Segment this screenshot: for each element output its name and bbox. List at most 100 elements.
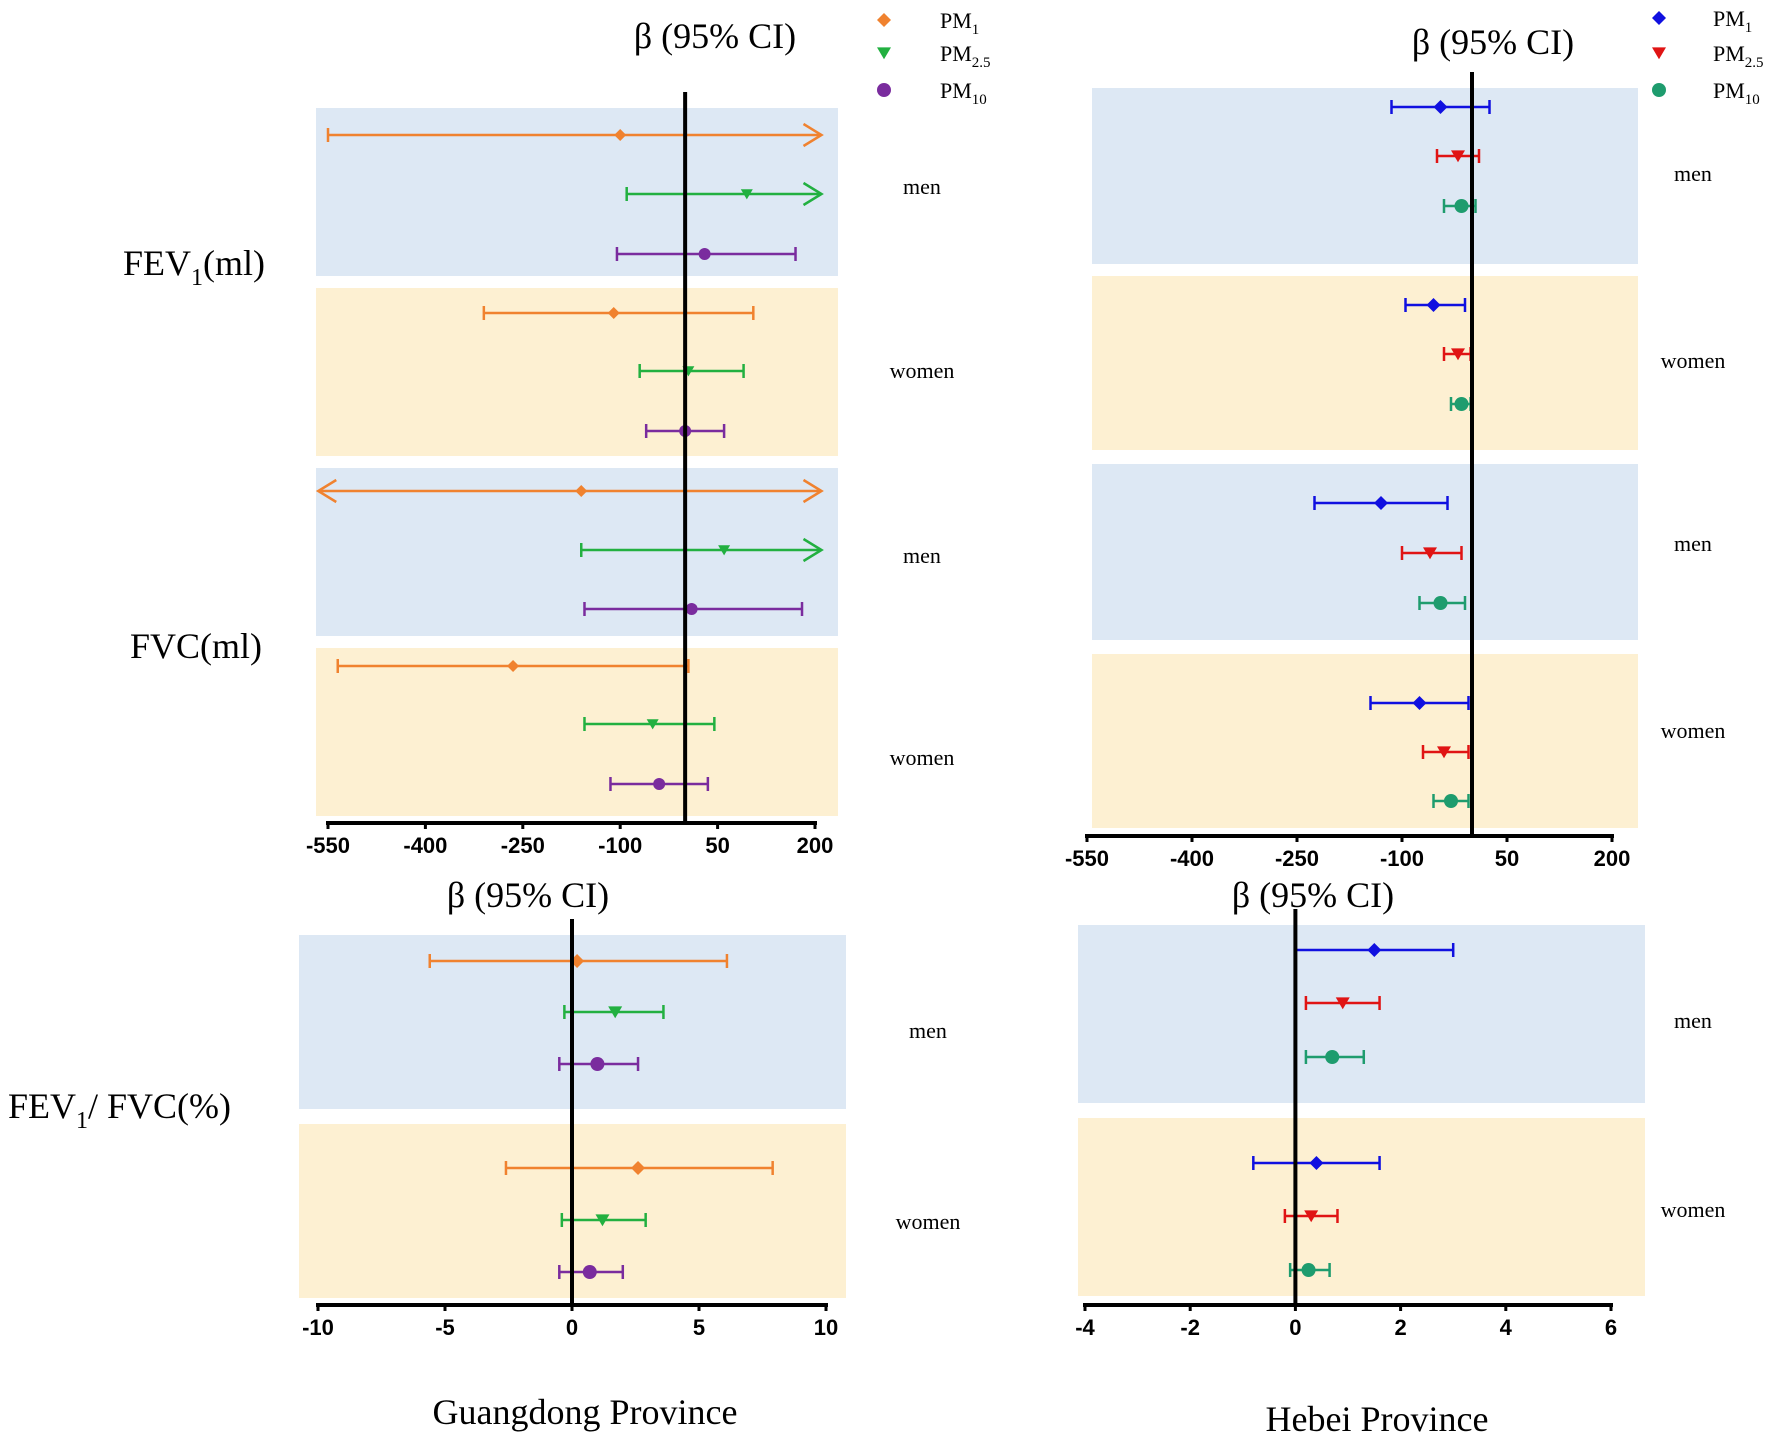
fev1-label-sub: 1 [191, 265, 203, 291]
x-tick-label-100: -100 [598, 833, 642, 858]
x-tick-label-250: -250 [501, 833, 545, 858]
guangdong-ratio-panel: -10 -5 0 5 10 men women [299, 919, 960, 1340]
fev1-fvc-men-group-label: men [1674, 1008, 1712, 1033]
fvc-ml-women-group-label: women [890, 745, 955, 770]
fvc-ml-women-band [316, 648, 838, 816]
hebei-volume-panel: -550 -400 -250 -100 50 200 men women men women [1065, 72, 1725, 871]
guangdong-volume-title: β (95% CI) [634, 16, 796, 56]
fev1-fvc-women-pm10-point-estimate [1301, 1263, 1316, 1277]
fev1-ml-women-pm1-point-estimate [1426, 298, 1441, 312]
legend-label-subscript: 2.5 [972, 55, 991, 71]
x-tick-label-100: -100 [1380, 846, 1424, 871]
legend-label-subscript: 10 [972, 92, 987, 108]
fvc-ml-men-pm1-ci-arrow-low [315, 478, 337, 504]
fvc-ml-women-group-label: women [1661, 718, 1726, 743]
x-tick-label-10: 10 [814, 1315, 838, 1340]
fev1-ml-men-pm1-point-estimate [1433, 100, 1448, 114]
fev1-fvc-women-pm10-point-estimate [582, 1265, 597, 1279]
hebei-volume-title: β (95% CI) [1412, 22, 1574, 62]
legend-label-base: PM [1713, 41, 1745, 66]
fev1-ml-women-group-label: women [890, 358, 955, 383]
hebei-ratio-panel: -4 -2 0 2 4 6 men women [1075, 909, 1725, 1340]
ratio-label-sub: 1 [76, 1108, 88, 1134]
fev1-ml-women-pm10-point-estimate [1454, 397, 1469, 411]
x-tick-label-550: -550 [1065, 846, 1109, 871]
hebei-ratio-title: β (95% CI) [1232, 875, 1394, 915]
fvc-ml-men-group-label: men [1674, 531, 1712, 556]
fvc-ml-women-pm10-point-estimate [1444, 794, 1458, 808]
legend-label-subscript: 10 [1745, 92, 1760, 108]
hebei-province-label: Hebei Province [1266, 1399, 1489, 1439]
guangdong-province-label: Guangdong Province [433, 1392, 738, 1432]
x-tick-label-200: 200 [797, 833, 834, 858]
legend-label-pm10: PM10 [940, 78, 987, 108]
fev1-ml-men-pm1-point-estimate [614, 129, 627, 141]
fev1-fvc-men-pm2-5-point-estimate [1335, 997, 1350, 1010]
x-tick-label-550: -550 [306, 833, 350, 858]
x-tick-label-6: 6 [1605, 1315, 1617, 1340]
fvc-outcome-label: FVC(ml) [130, 626, 262, 666]
fev1-ml-women-band [316, 288, 838, 456]
fev1-ml-men-pm10-point-estimate [1454, 199, 1469, 213]
x-tick-label-400: -400 [403, 833, 447, 858]
x-tick-label-10: -10 [302, 1315, 334, 1340]
x-tick-label-0: 0 [566, 1315, 578, 1340]
fev1-ml-men-pm2-5-point-estimate [1451, 150, 1465, 163]
fvc-ml-men-pm1-ci-arrow-high [802, 478, 824, 504]
fev1-ml-men-pm1-ci-arrow-high [802, 122, 824, 148]
fvc-ml-men-band [316, 468, 838, 636]
x-tick-label-5: 5 [693, 1315, 705, 1340]
x-tick-label-400: -400 [1170, 846, 1214, 871]
x-tick-label-50: 50 [1495, 846, 1519, 871]
x-tick-label-50: 50 [705, 833, 729, 858]
fev1-fvc-men-pm10-point-estimate [590, 1057, 605, 1071]
legend-label-base: PM [1713, 6, 1745, 31]
fev1-fvc-women-group-label: women [1661, 1197, 1726, 1222]
legend-label-subscript: 1 [972, 22, 980, 38]
fev1-ml-men-pm2-5-point-estimate [740, 189, 753, 200]
fev1-ml-women-pm2-5-point-estimate [1451, 348, 1465, 361]
fvc-ml-women-pm1-point-estimate [507, 660, 520, 672]
fev1-fvc-men-pm10-point-estimate [1325, 1050, 1340, 1064]
fvc-ml-women-pm10-point-estimate [653, 778, 666, 790]
x-tick-label-2: -2 [1180, 1315, 1200, 1340]
x-tick-label-250: -250 [1275, 846, 1319, 871]
fev1-ml-men-group-label: men [1674, 161, 1712, 186]
fev1-ml-women-pm1-point-estimate [607, 307, 620, 319]
fev1-fvc-men-band [1078, 925, 1645, 1103]
legend-marker-pm10 [877, 83, 891, 97]
legend-label-pm1: PM1 [1713, 6, 1752, 36]
legend-label-pm10: PM10 [1713, 78, 1760, 108]
fev1-fvc-men-pm1-point-estimate [1367, 943, 1382, 957]
x-tick-label-200: 200 [1594, 846, 1631, 871]
fvc-ml-men-pm2-5-point-estimate [718, 545, 731, 556]
fvc-ml-men-pm10-point-estimate [685, 603, 698, 615]
fvc-ml-men-pm10-point-estimate [1433, 596, 1448, 610]
fev1-ml-men-group-label: men [903, 174, 941, 199]
ratio-outcome-label: FEV1/ FVC(%) [8, 1086, 231, 1134]
legend-label-pm1: PM1 [940, 8, 979, 38]
ratio-label-rest: / FVC(%) [88, 1086, 231, 1126]
fvc-ml-men-group-label: men [903, 543, 941, 568]
fev1-fvc-women-pm1-point-estimate [631, 1161, 646, 1175]
legend-label-subscript: 2.5 [1745, 55, 1764, 71]
legend-label-base: PM [1713, 78, 1745, 103]
legend-marker-pm1 [877, 13, 891, 27]
fvc-ml-men-pm1-point-estimate [1374, 496, 1388, 510]
legend-label-base: PM [940, 78, 972, 103]
legend-label-base: PM [940, 41, 972, 66]
x-tick-label-0: 0 [1289, 1315, 1301, 1340]
x-tick-label-4: -4 [1075, 1315, 1095, 1340]
ratio-label-base: FEV [8, 1086, 76, 1126]
fev1-ml-women-band [1092, 276, 1638, 450]
fev1-ml-men-band [316, 108, 838, 276]
legend-label-subscript: 1 [1745, 20, 1753, 36]
fev1-fvc-women-band [1078, 1118, 1645, 1296]
fvc-ml-men-pm2-5-ci-arrow-high [802, 537, 824, 563]
fev1-fvc-men-pm2-5-point-estimate [608, 1006, 623, 1019]
fev1-fvc-women-group-label: women [896, 1209, 961, 1234]
fev1-fvc-women-pm2-5-point-estimate [1304, 1210, 1319, 1223]
fev1-outcome-label: FEV1(ml) [123, 243, 265, 291]
